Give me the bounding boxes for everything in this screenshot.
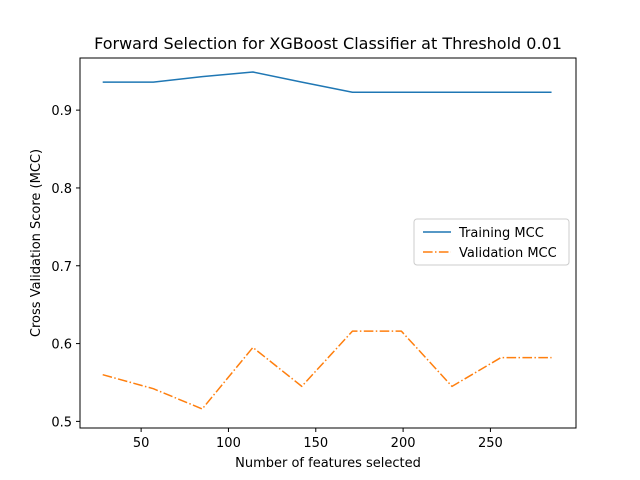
series-layer <box>102 71 552 410</box>
y-axis: 0.5 0.6 0.7 0.8 0.9 <box>51 104 80 430</box>
legend-box <box>413 218 570 266</box>
y-tick-label: 0.5 <box>51 415 72 430</box>
y-tick-label: 0.6 <box>51 338 72 353</box>
chart-title: Forward Selection for XGBoost Classifier… <box>94 34 562 53</box>
y-tick-label: 0.9 <box>51 104 72 119</box>
x-tick-label: 250 <box>478 436 503 451</box>
legend-label: Training MCC <box>458 226 544 241</box>
x-tick-label: 200 <box>391 436 416 451</box>
x-tick-label: 150 <box>303 436 328 451</box>
x-tick-label: 100 <box>216 436 241 451</box>
x-axis-label: Number of features selected <box>235 456 421 471</box>
x-axis: 50 100 150 200 250 <box>133 428 503 451</box>
y-tick-label: 0.8 <box>51 182 72 197</box>
plot-frame <box>79 57 577 429</box>
x-tick-label: 50 <box>133 436 150 451</box>
series-line-training-mcc <box>102 71 552 93</box>
y-tick-label: 0.7 <box>51 260 72 275</box>
legend-label: Validation MCC <box>459 246 557 261</box>
y-axis-label: Cross Validation Score (MCC) <box>29 149 44 337</box>
legend: Training MCC Validation MCC <box>413 218 570 266</box>
